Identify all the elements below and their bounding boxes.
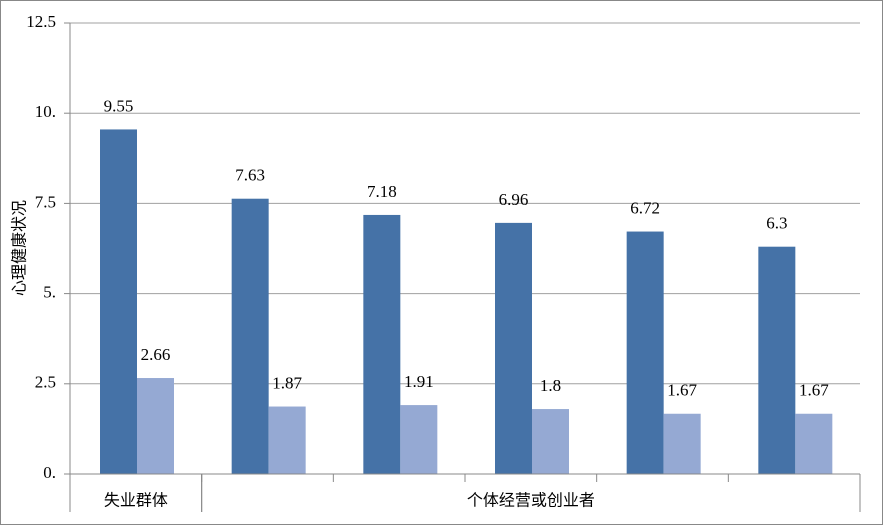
y-tick-label: 5. [43, 283, 56, 302]
value-label: 9.55 [104, 96, 134, 115]
bar [268, 406, 306, 474]
y-axis-label: 心理健康状况 [10, 200, 29, 296]
value-label: 7.63 [235, 166, 265, 185]
value-label: 7.18 [367, 182, 397, 201]
x-group-label: 个体经营或创业者 [467, 491, 595, 510]
bar [231, 198, 269, 474]
value-label: 1.8 [540, 376, 561, 395]
value-label: 2.66 [141, 345, 171, 364]
bar [363, 214, 401, 474]
y-tick-label: 10. [35, 102, 56, 121]
value-label: 6.96 [499, 190, 529, 209]
y-tick-label: 7.5 [35, 192, 56, 211]
bar [795, 413, 833, 474]
bar [100, 129, 137, 474]
value-label: 6.3 [766, 214, 787, 233]
x-group-label: 失业群体 [104, 491, 168, 510]
bar [663, 413, 701, 474]
bar [495, 222, 532, 474]
value-label: 1.67 [799, 381, 829, 400]
value-label: 1.87 [272, 373, 302, 392]
bar [758, 246, 796, 474]
value-label: 6.72 [630, 198, 660, 217]
value-label: 1.91 [404, 372, 434, 391]
bar [626, 231, 664, 474]
y-tick-label: 2.5 [35, 373, 56, 392]
bar [137, 378, 174, 474]
y-tick-label: 12.5 [26, 12, 56, 31]
bar [532, 409, 569, 474]
y-tick-label: 0. [43, 463, 56, 482]
bar [400, 405, 438, 474]
value-label: 1.67 [667, 381, 697, 400]
